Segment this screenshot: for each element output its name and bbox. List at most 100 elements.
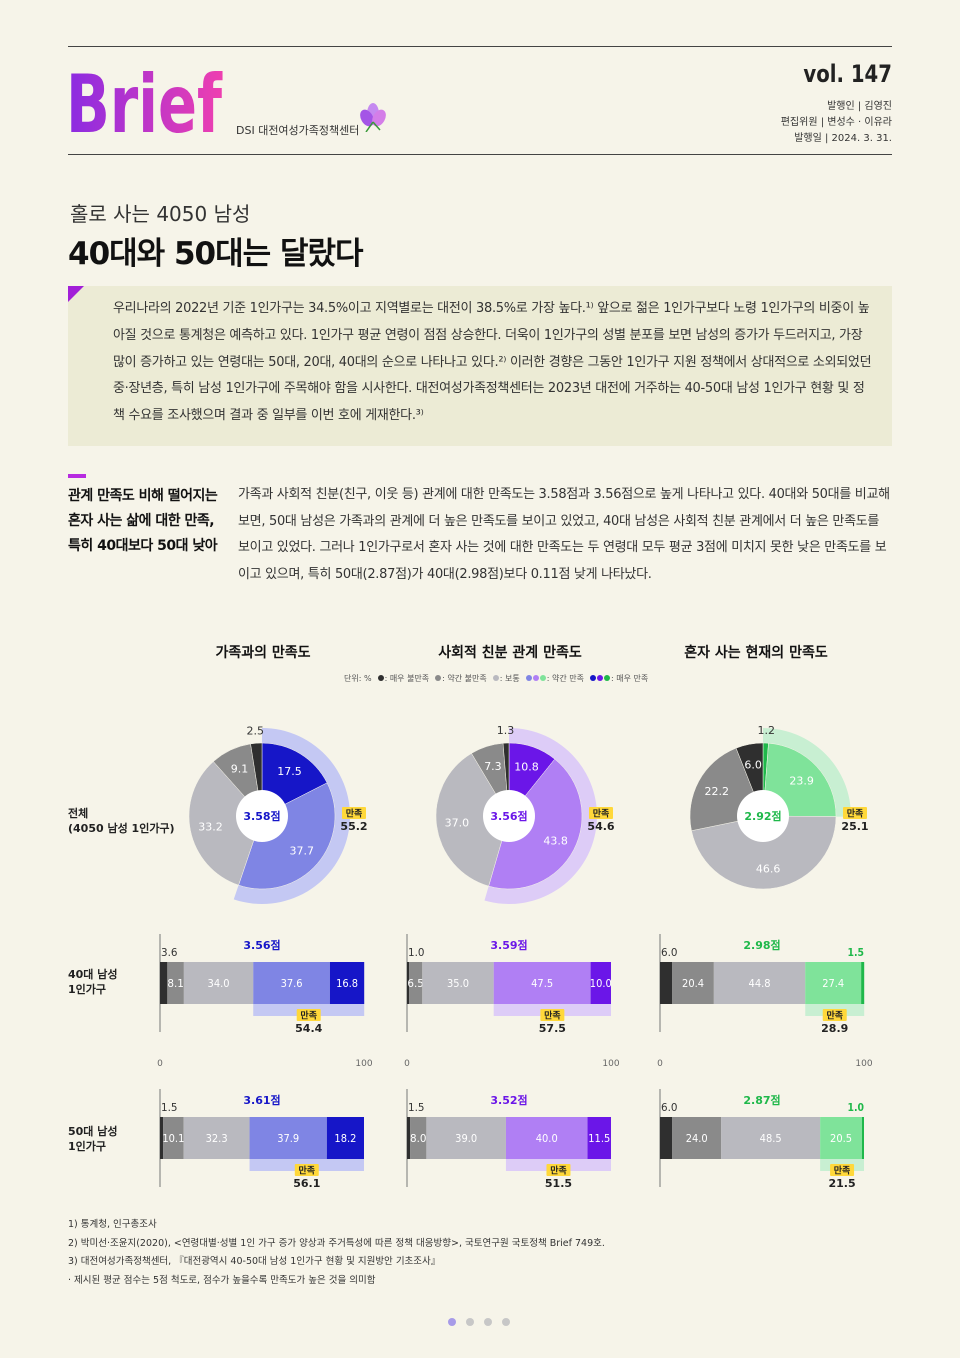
chart-title-family: 가족과의 만족도 [215,645,311,661]
satisfied-badge-label: 만족 [847,808,864,820]
legend-item: : 보통 [492,673,520,684]
bar-segment [721,1117,821,1159]
row-label-40s: 40대 남성 1인가구 [68,968,118,996]
bar-value: 37.6 [281,977,303,990]
bar-value: 32.3 [206,1132,228,1145]
bar-segment [672,1117,722,1159]
slice-label: 1.2 [757,724,775,737]
bar-value: 8.1 [167,977,184,990]
bar-value: 37.9 [277,1132,299,1145]
row-label-50s: 50대 남성 1인가구 [68,1125,118,1153]
bar-value: 40.0 [536,1132,558,1145]
satisfied-badge-label: 만족 [544,1010,561,1022]
top-rule [68,46,892,47]
bar-value: 1.0 [848,1101,865,1114]
bar-value: 35.0 [447,977,469,990]
bar-value: 1.0 [408,946,425,959]
slice-label: 46.6 [756,862,781,875]
article-title: 40대와 50대는 달랐다 [68,236,364,272]
editors: 편집위원 | 변성수 · 이유라 [780,117,892,128]
satisfied-badge [296,1009,321,1021]
bar-segment [672,962,714,1004]
bar-segment [183,962,254,1004]
row-label-total: 전체 (4050 남성 1인가구) [68,807,175,835]
satisfied-value: 57.5 [539,1022,566,1035]
bar-segment [329,962,365,1004]
bar-segment [407,962,410,1004]
score-label: 2.87점 [743,1093,780,1107]
page-indicator [448,1318,510,1326]
bar-segment [326,1117,364,1159]
axis-tick: 100 [855,1059,872,1069]
slice-label: 1.3 [497,724,515,737]
score-label: 3.52점 [490,1093,527,1107]
issue-date: 발행일 | 2024. 3. 31. [794,133,892,144]
chart-legend: 단위: % : 매우 불만족 : 약간 불만족 : 보통 : 약간 만족 : 매… [344,673,648,684]
satisfied-badge [822,1009,847,1021]
score-label: 3.61점 [243,1093,280,1107]
bar-value: 1.5 [408,1101,425,1114]
bar-value: 18.2 [334,1132,356,1145]
chart-title-social: 사회적 친분 관계 만족도 [438,645,582,661]
bar-value: 6.0 [661,1101,678,1114]
legend-item: : 약간 만족 [525,673,584,684]
legend-item: : 매우 만족 [589,673,648,684]
bar-segment [409,962,423,1004]
article-subtitle: 홀로 사는 4050 남성 [70,202,251,226]
chart-title-alone: 혼자 사는 현재의 만족도 [684,645,828,661]
slice-label: 6.0 [744,758,762,771]
satisfied-value: 54.4 [295,1022,322,1035]
footnote: 2) 박미선·조윤지(2020), <연령대별·성별 1인 가구 증가 양상과 … [68,1237,605,1249]
score-label: 3.56점 [243,938,280,952]
satisfied-badge-label: 만족 [550,1165,567,1177]
bar-value: 48.5 [760,1132,782,1145]
page-dot[interactable] [484,1318,492,1326]
svg-text:Brief: Brief [66,58,223,138]
bar-segment [410,1117,427,1159]
bar-value: 16.8 [336,977,358,990]
bar-segment [253,962,330,1004]
bar-segment [590,962,611,1004]
footnote: 1) 통계청, 인구총조사 [68,1219,157,1230]
bar-segment [407,1117,411,1159]
org-name: DSI 대전여성가족정책센터 [236,124,360,137]
corner-marker [68,286,84,302]
bar-segment [505,1117,588,1159]
satisfied-badge [830,1164,855,1176]
page-dot[interactable] [502,1318,510,1326]
bar-value: 34.0 [208,977,230,990]
page-dot-active[interactable] [448,1318,456,1326]
satisfied-badge [546,1164,571,1176]
legend-item: : 약간 불만족 [435,673,487,684]
footnote: 3) 대전여성가족정책센터, 『대전광역시 40-50대 남성 1인가구 현황 … [68,1256,441,1267]
axis-tick: 100 [602,1059,619,1069]
slice-label: 22.2 [705,785,730,798]
bar-value: 47.5 [531,977,553,990]
satisfied-value: 55.2 [340,820,367,833]
satisfied-value: 21.5 [828,1177,855,1190]
bar-value: 3.6 [161,946,178,959]
bar-segment [163,1117,184,1159]
satisfied-badge [294,1164,319,1176]
slice-label: 37.7 [290,844,315,857]
legend-item: : 매우 불만족 [377,673,429,684]
satisfied-value: 25.1 [841,820,868,833]
bar-segment [249,1117,327,1159]
donut-center [737,790,789,842]
satisfied-badge-label: 만족 [298,1165,315,1177]
bar-segment [422,962,494,1004]
donut-center [483,790,535,842]
bar-value: 6.5 [407,977,424,990]
bar-segment [713,962,806,1004]
score-label: 2.92점 [744,809,781,823]
satisfied-badge-label: 만족 [346,808,363,820]
satisfied-badge-label: 만족 [826,1010,843,1022]
page-dot[interactable] [466,1318,474,1326]
satisfied-badge [589,807,613,819]
bar-value: 10.0 [590,977,612,990]
bar-segment [660,1117,673,1159]
bar-segment [167,962,184,1004]
satisfied-badge-label: 만족 [834,1165,851,1177]
bar-value: 39.0 [455,1132,477,1145]
bar-segment [861,1117,864,1159]
